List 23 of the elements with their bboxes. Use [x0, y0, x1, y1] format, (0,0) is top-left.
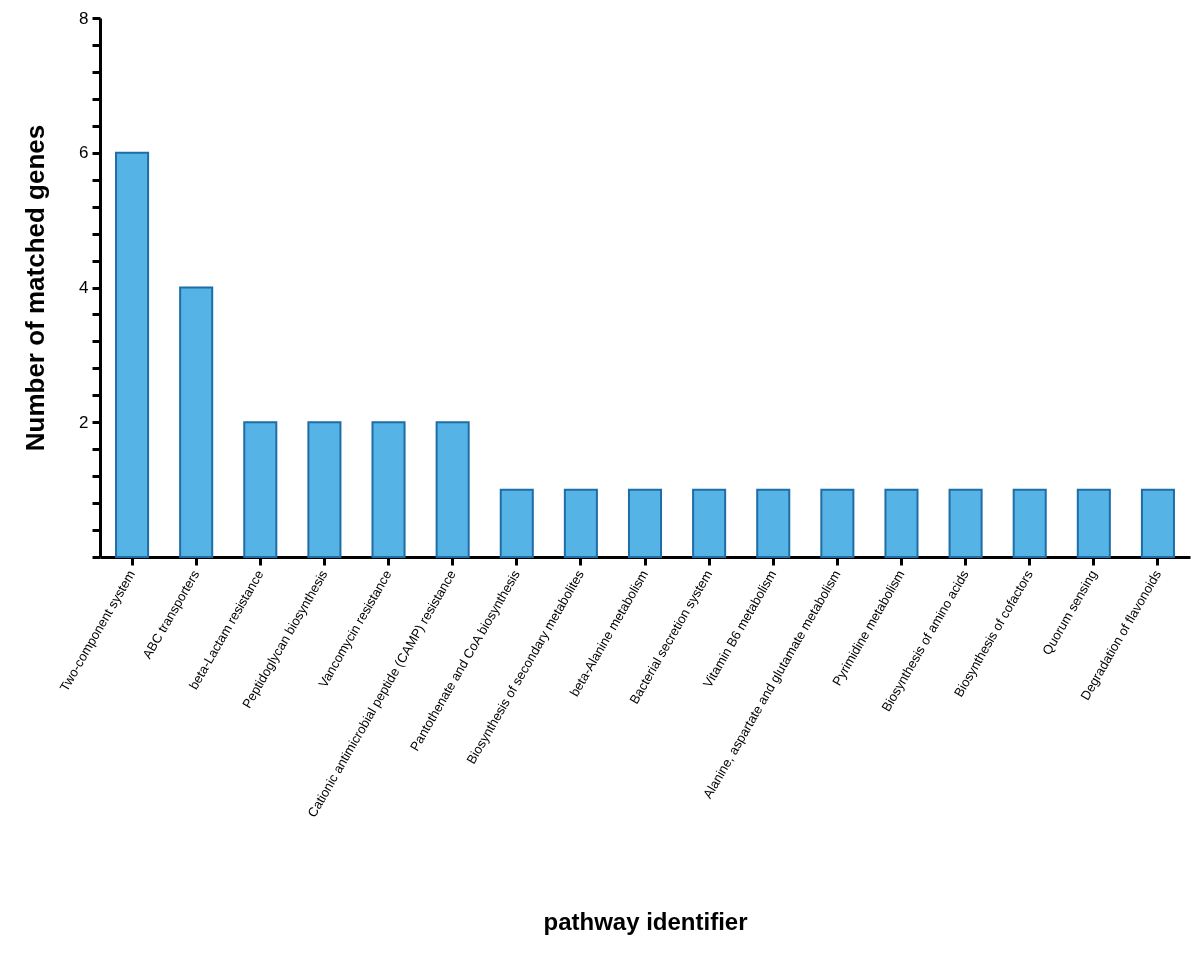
bar	[435, 421, 470, 558]
bar	[627, 488, 663, 558]
bar	[499, 488, 534, 558]
bar	[371, 421, 406, 558]
y-tick-label: 8	[79, 8, 89, 28]
bar	[115, 151, 150, 558]
bar	[1012, 488, 1047, 558]
y-axis-title: Number of matched genes	[20, 124, 51, 452]
y-tick-label: 6	[79, 143, 89, 163]
y-tick-label: 4	[79, 278, 89, 297]
bar	[948, 488, 983, 558]
bar	[820, 488, 855, 558]
bar	[756, 488, 791, 558]
bar	[692, 488, 727, 558]
bar	[884, 488, 919, 558]
bar	[307, 421, 342, 558]
x-axis-title: pathway identifier	[543, 907, 748, 935]
bar	[563, 488, 598, 558]
y-tick-label: 2	[79, 412, 89, 432]
bar	[179, 286, 214, 558]
bar	[243, 421, 278, 558]
bar	[1076, 488, 1111, 558]
bar	[1140, 488, 1175, 558]
